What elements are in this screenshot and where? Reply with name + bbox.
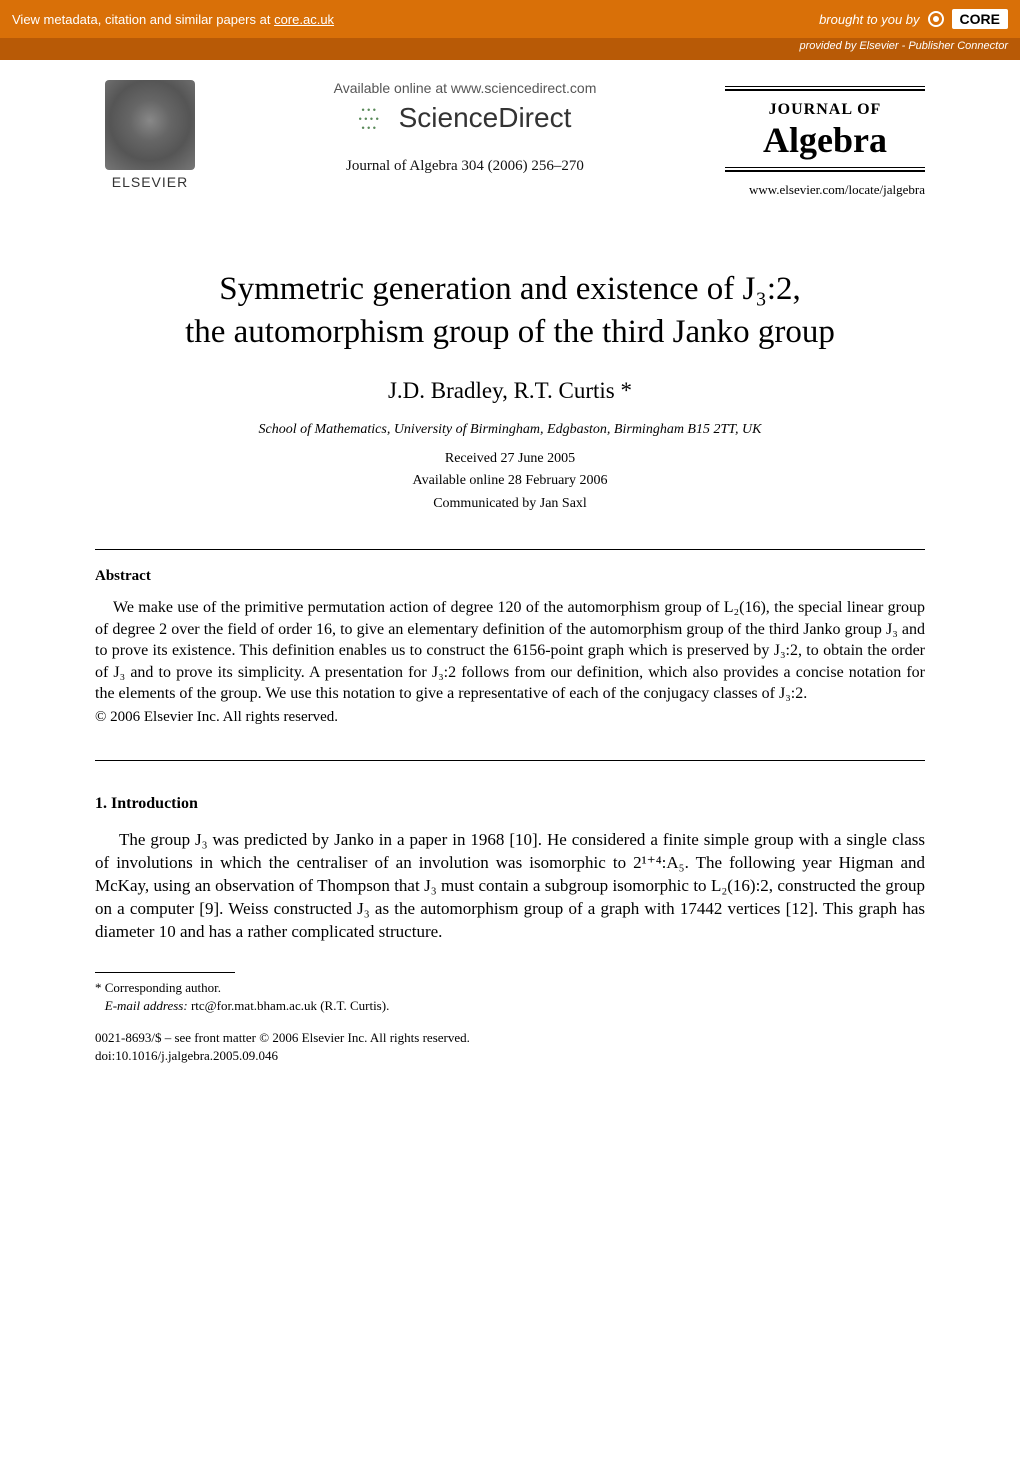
available-online: Available online at www.sciencedirect.co… [225, 80, 705, 96]
email-label: E-mail address: [105, 998, 188, 1013]
sub-banner: provided by Elsevier - Publisher Connect… [0, 38, 1020, 60]
algebra-label: Algebra [725, 119, 925, 161]
core-icon [928, 11, 944, 27]
page-content: ELSEVIER Available online at www.science… [0, 60, 1020, 1105]
affiliation: School of Mathematics, University of Bir… [95, 422, 925, 438]
article-dates: Received 27 June 2005 Available online 2… [95, 448, 925, 515]
sciencedirect-text: ScienceDirect [399, 102, 572, 134]
rule-before-abstract [95, 549, 925, 550]
available-date: Available online 28 February 2006 [413, 473, 608, 488]
banner-left: View metadata, citation and similar pape… [12, 12, 334, 27]
email-value: rtc@for.mat.bham.ac.uk (R.T. Curtis). [191, 998, 389, 1013]
doi-block: 0021-8693/$ – see front matter © 2006 El… [95, 1029, 925, 1065]
title-line-2: the automorphism group of the third Jank… [185, 314, 835, 350]
core-badge[interactable]: CORE [952, 9, 1008, 29]
sciencedirect-logo: ScienceDirect [225, 102, 705, 134]
intro-paragraph: The group J₃ was predicted by Janko in a… [95, 829, 925, 944]
header-right: JOURNAL OF Algebra www.elsevier.com/loca… [725, 80, 925, 198]
title-line-1: Symmetric generation and existence of J₃… [219, 271, 801, 307]
locate-url: www.elsevier.com/locate/jalgebra [725, 182, 925, 198]
doi: doi:10.1016/j.jalgebra.2005.09.046 [95, 1047, 925, 1065]
bottom-double-rule [725, 167, 925, 172]
footnote: * Corresponding author. E-mail address: … [95, 979, 925, 1015]
banner-brought-by: brought to you by [819, 12, 919, 27]
elsevier-tree-icon [105, 80, 195, 170]
section-1-title: 1. Introduction [95, 795, 925, 813]
elsevier-logo: ELSEVIER [95, 80, 205, 190]
core-banner: View metadata, citation and similar pape… [0, 0, 1020, 38]
top-double-rule [725, 86, 925, 91]
banner-right: brought to you by CORE [819, 9, 1008, 29]
rule-after-abstract [95, 760, 925, 761]
banner-link[interactable]: core.ac.uk [274, 12, 334, 27]
authors: J.D. Bradley, R.T. Curtis * [95, 378, 925, 404]
abstract-label: Abstract [95, 568, 925, 585]
journal-citation: Journal of Algebra 304 (2006) 256–270 [225, 158, 705, 175]
footnote-rule [95, 972, 235, 973]
journal-of-label: JOURNAL OF [725, 101, 925, 119]
subbanner-text: provided by Elsevier - Publisher Connect… [800, 40, 1009, 52]
article-title: Symmetric generation and existence of J₃… [95, 268, 925, 354]
journal-header: ELSEVIER Available online at www.science… [95, 80, 925, 208]
corresponding-author: * Corresponding author. [95, 979, 925, 997]
header-center: Available online at www.sciencedirect.co… [205, 80, 725, 175]
front-matter: 0021-8693/$ – see front matter © 2006 El… [95, 1029, 925, 1047]
received-date: Received 27 June 2005 [445, 451, 575, 466]
abstract-text: We make use of the primitive permutation… [95, 597, 925, 705]
abstract-copyright: © 2006 Elsevier Inc. All rights reserved… [95, 709, 925, 726]
sciencedirect-dots-icon [359, 104, 393, 132]
email-line: E-mail address: rtc@for.mat.bham.ac.uk (… [95, 997, 925, 1015]
elsevier-label: ELSEVIER [112, 174, 188, 190]
banner-prefix: View metadata, citation and similar pape… [12, 12, 274, 27]
communicated-by: Communicated by Jan Saxl [433, 496, 587, 511]
